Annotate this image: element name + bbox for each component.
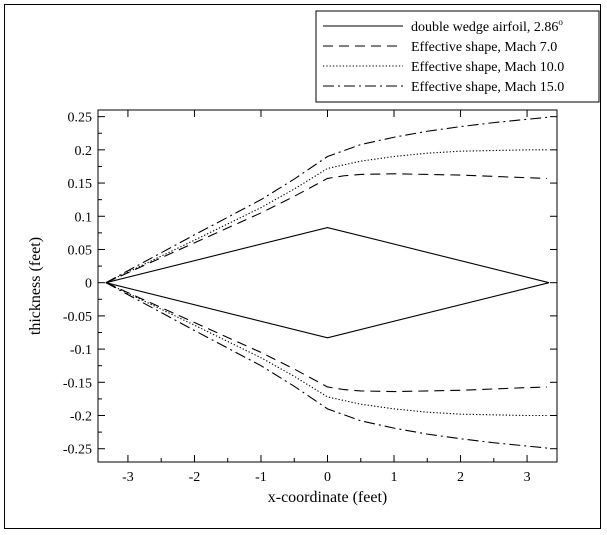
series-line-3-upper bbox=[105, 149, 548, 284]
y-tick-label: -0.1 bbox=[70, 343, 92, 358]
x-tick-label: 1 bbox=[391, 470, 398, 485]
legend: double wedge airfoil, 2.86o Effective sha… bbox=[315, 10, 600, 103]
y-tick-label: -0.2 bbox=[70, 410, 92, 425]
legend-label-3: Effective shape, Mach 10.0 bbox=[411, 60, 564, 75]
legend-label-2: Effective shape, Mach 7.0 bbox=[411, 40, 557, 55]
series-line-4-lower bbox=[105, 282, 548, 449]
x-tick-label: 2 bbox=[457, 470, 464, 485]
y-tick-label: 0.15 bbox=[68, 177, 93, 192]
y-axis-label: thickness (feet) bbox=[27, 237, 44, 335]
y-tick-label: -0.05 bbox=[63, 310, 92, 325]
x-tick-label: 3 bbox=[524, 470, 531, 485]
x-tick-label: -3 bbox=[122, 470, 134, 485]
series-line-2-lower bbox=[105, 282, 548, 393]
y-tick-label: 0.2 bbox=[75, 144, 93, 159]
y-tick-label: 0.1 bbox=[75, 210, 93, 225]
y-tick-label: 0.25 bbox=[68, 111, 93, 126]
legend-label-1: double wedge airfoil, 2.86o bbox=[411, 17, 563, 35]
y-tick-label: 0.05 bbox=[68, 243, 93, 258]
series-line-2-upper bbox=[105, 173, 548, 284]
x-tick-label: -2 bbox=[189, 470, 201, 485]
legend-label-superscript: o bbox=[558, 17, 563, 27]
x-axis-label: x-coordinate (feet) bbox=[268, 489, 387, 506]
series-line-1 bbox=[105, 226, 550, 339]
plot-area: -3 -2 -1 0 1 2 3 0.25 0.2 0.15 0.1 0.05 0 -0.05 -0.1 -0… bbox=[63, 109, 558, 485]
y-tick-label: -0.25 bbox=[63, 443, 92, 458]
legend-label-4: Effective shape, Mach 15.0 bbox=[411, 80, 564, 95]
x-tick-label: 0 bbox=[324, 470, 331, 485]
y-tick-label: 0 bbox=[85, 277, 92, 292]
series-line-3-lower bbox=[105, 282, 548, 417]
x-tick-label: -1 bbox=[255, 470, 267, 485]
series-line-4-upper bbox=[105, 116, 548, 284]
y-tick-label: -0.15 bbox=[63, 376, 92, 391]
